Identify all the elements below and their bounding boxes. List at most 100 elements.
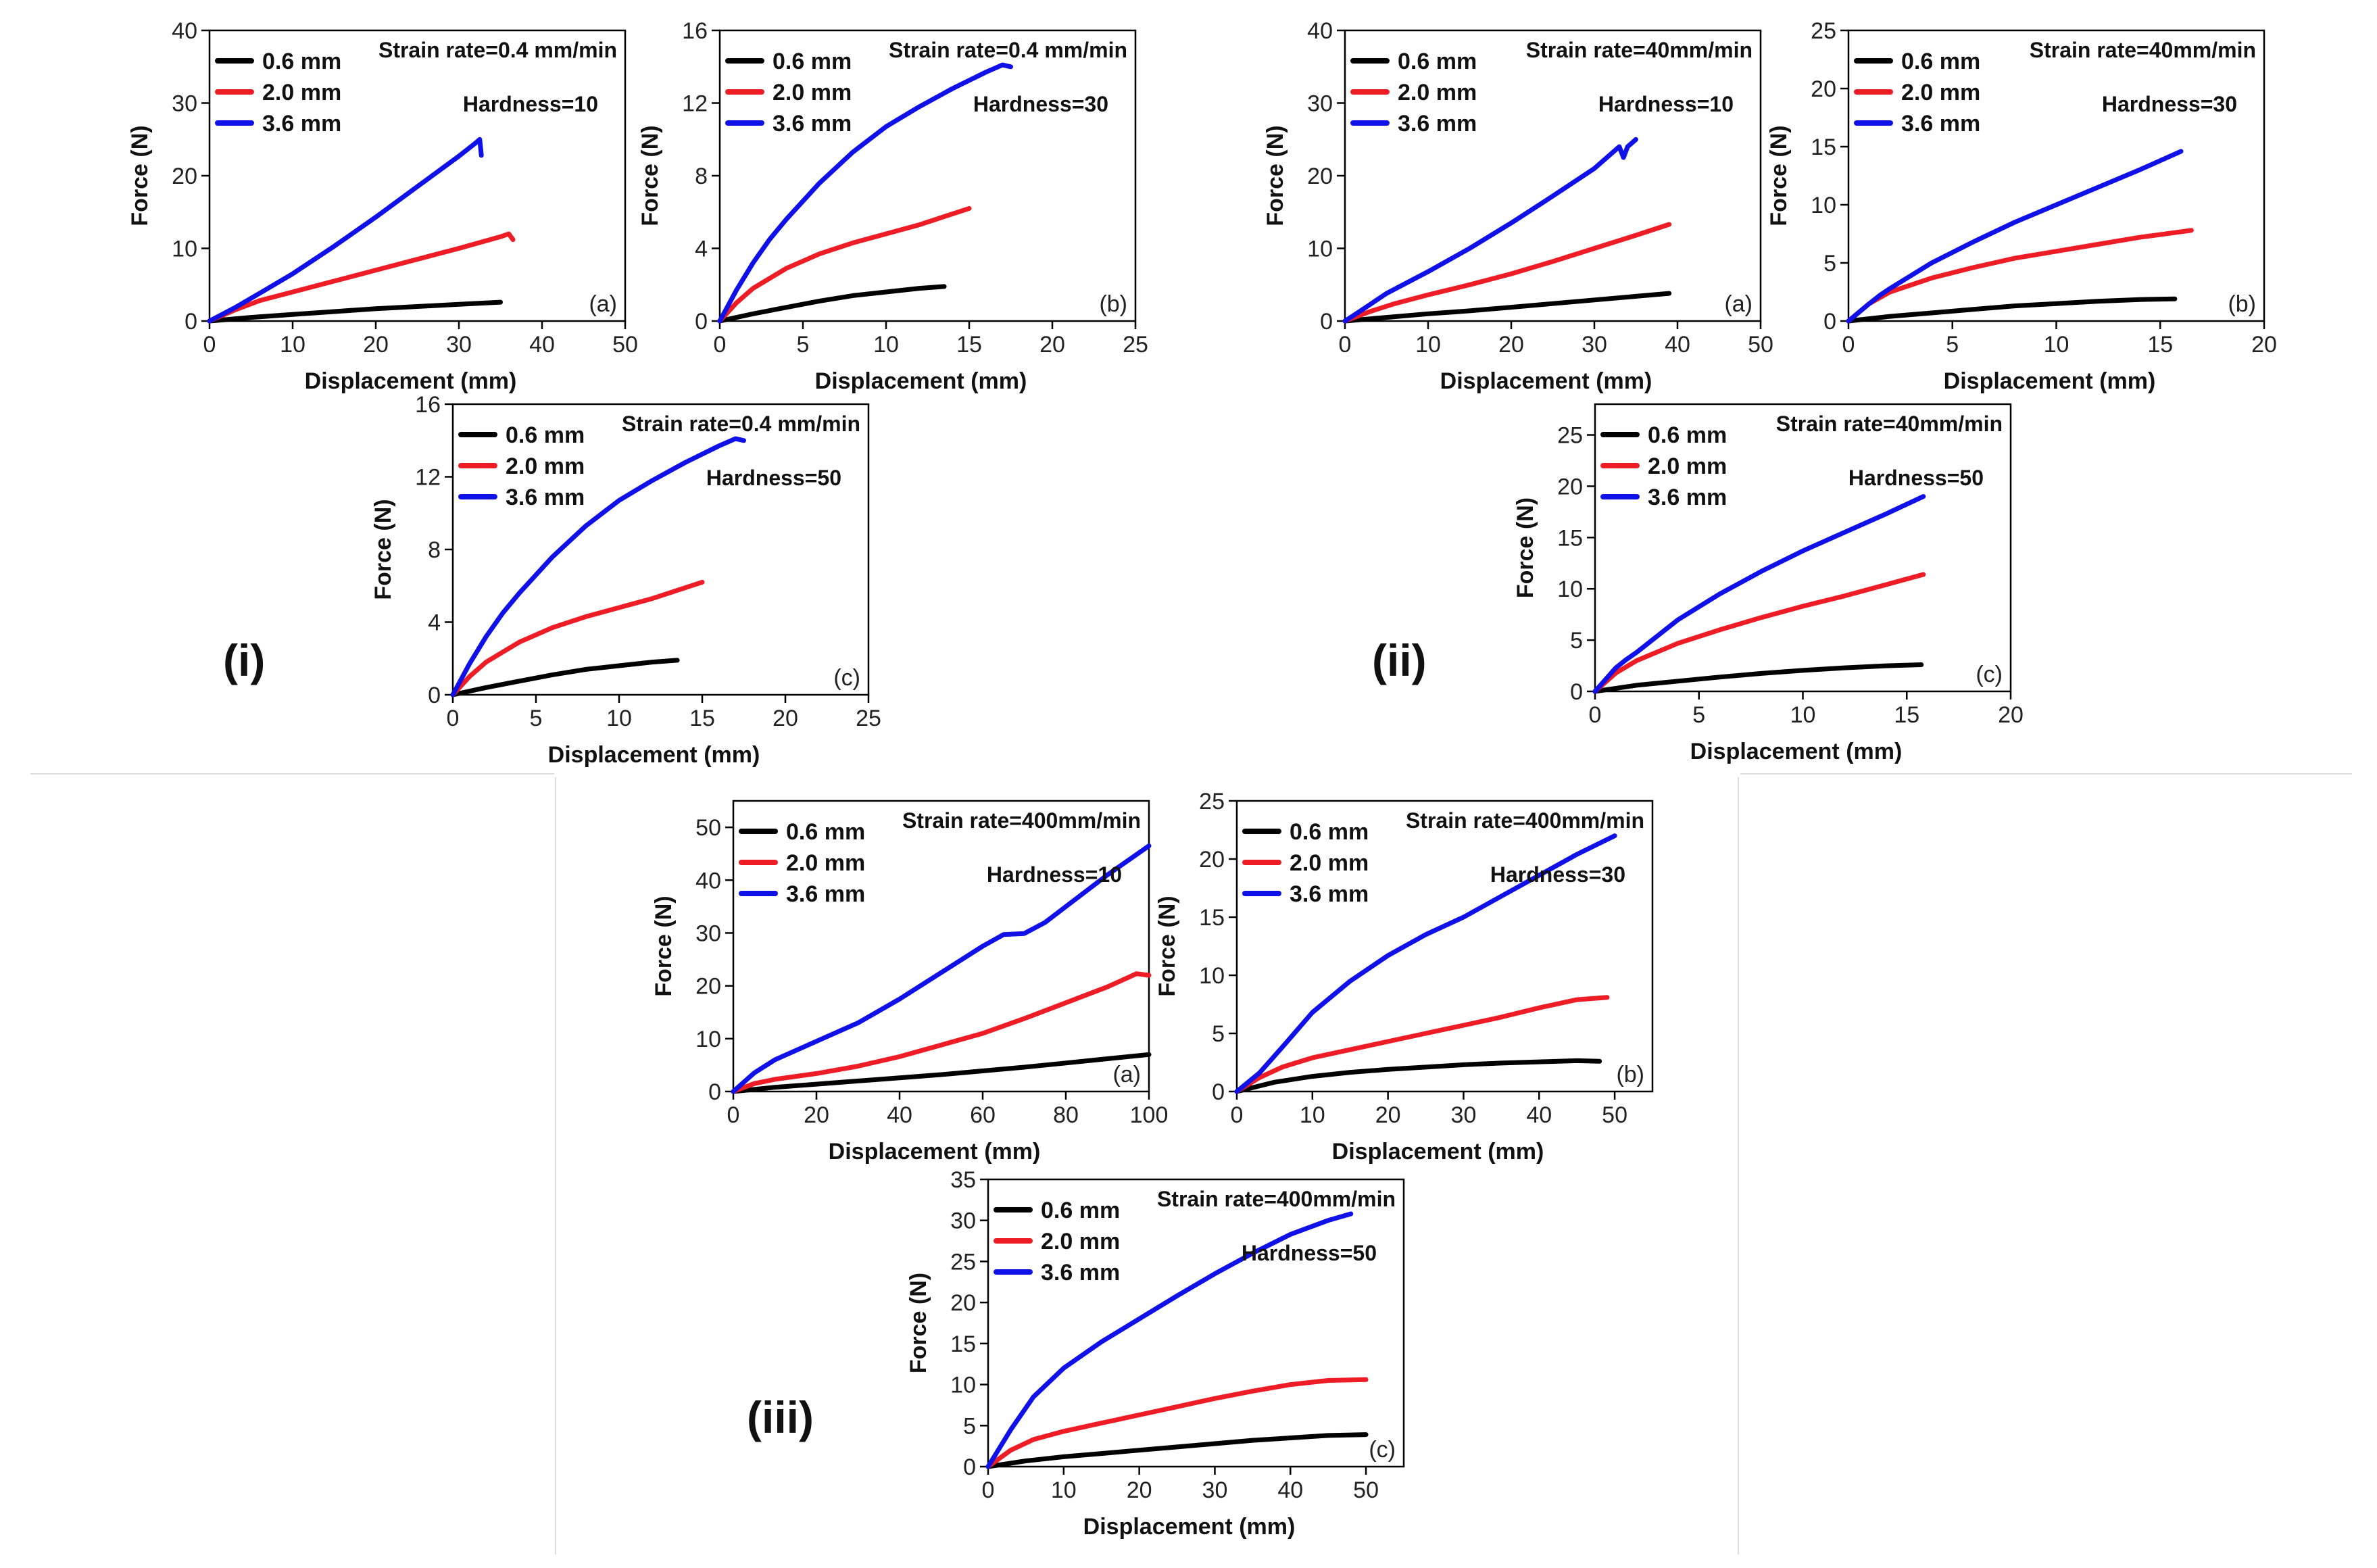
x-tick-label: 40 xyxy=(1277,1477,1303,1503)
hardness-annotation: Hardness=50 xyxy=(1242,1241,1377,1265)
x-tick-label: 0 xyxy=(727,1102,740,1128)
y-axis-title: Force (N) xyxy=(127,125,153,226)
legend-label: 0.6 mm xyxy=(786,819,865,845)
y-tick-label: 15 xyxy=(1557,525,1583,551)
plot-frame xyxy=(1235,800,1654,1093)
hardness-annotation: Hardness=50 xyxy=(706,466,841,490)
x-tick-label: 10 xyxy=(1415,332,1441,358)
x-tick-label: 20 xyxy=(1998,702,2024,728)
x-tick-label: 25 xyxy=(856,706,881,731)
series-line xyxy=(985,1211,1354,1469)
y-tick-label: 25 xyxy=(1199,789,1225,814)
x-axis-title: Displacement (mm) xyxy=(1083,1514,1296,1540)
legend-label: 3.6 mm xyxy=(1901,111,1980,137)
y-tick-label: 5 xyxy=(1823,251,1836,276)
x-tick-label: 20 xyxy=(1375,1102,1401,1128)
y-tick-label: 0 xyxy=(1212,1079,1225,1105)
y-tick-label: 25 xyxy=(1557,423,1583,449)
strain-rate-annotation: Strain rate=40mm/min xyxy=(1776,412,2003,436)
hardness-annotation: Hardness=30 xyxy=(1490,862,1625,887)
legend-label: 0.6 mm xyxy=(1290,819,1369,845)
strain-rate-annotation: Strain rate=0.4 mm/min xyxy=(622,412,860,436)
x-tick-label: 30 xyxy=(446,332,472,358)
series-line xyxy=(717,62,1013,324)
y-axis-title: Force (N) xyxy=(1263,125,1288,226)
legend-label: 0.6 mm xyxy=(506,422,585,448)
y-tick-label: 5 xyxy=(1212,1021,1225,1047)
x-tick-label: 20 xyxy=(1127,1477,1152,1503)
chart-panel: 0 20 40 60 80 100 0 10 20 30 40 50 Displacement (mm)… xyxy=(651,800,1168,1165)
series-line xyxy=(1592,662,1924,694)
y-tick-label: 10 xyxy=(950,1373,976,1398)
chart-panel: 0 10 20 30 40 50 0 10 20 30 40 Displacement (mm) For… xyxy=(127,18,638,394)
y-tick-label: 35 xyxy=(950,1167,976,1193)
legend-label: 3.6 mm xyxy=(773,111,852,137)
strain-rate-annotation: Strain rate=40mm/min xyxy=(2030,38,2256,62)
legend-label: 3.6 mm xyxy=(506,485,585,510)
y-tick-label: 0 xyxy=(428,683,441,708)
hardness-annotation: Hardness=50 xyxy=(1848,466,1984,490)
chart-panel: 0 5 10 15 20 0 5 10 15 20 25 Displacement (mm) Force… xyxy=(1766,18,2277,394)
group-label: (i) xyxy=(223,635,265,685)
series-line xyxy=(1846,296,2178,324)
y-axis-title: Force (N) xyxy=(906,1273,931,1373)
series-line xyxy=(731,971,1152,1094)
y-tick-label: 0 xyxy=(708,1079,721,1105)
legend-label: 2.0 mm xyxy=(1648,454,1727,479)
x-tick-label: 10 xyxy=(280,332,305,358)
x-tick-label: 5 xyxy=(530,706,543,731)
hardness-annotation: Hardness=10 xyxy=(463,92,598,116)
y-tick-label: 8 xyxy=(695,164,708,189)
x-tick-label: 20 xyxy=(1039,332,1065,358)
y-tick-label: 10 xyxy=(172,237,197,262)
strain-rate-annotation: Strain rate=0.4 mm/min xyxy=(378,38,617,62)
strain-rate-annotation: Strain rate=400mm/min xyxy=(1157,1187,1396,1211)
x-tick-label: 10 xyxy=(873,332,899,358)
x-tick-label: 0 xyxy=(1589,702,1602,728)
x-tick-label: 50 xyxy=(1748,332,1773,358)
y-tick-label: 0 xyxy=(1823,309,1836,335)
group-label: (iii) xyxy=(747,1392,814,1442)
x-tick-label: 10 xyxy=(1051,1477,1077,1503)
legend-label: 0.6 mm xyxy=(773,49,852,74)
y-tick-label: 20 xyxy=(1557,474,1583,499)
y-tick-label: 4 xyxy=(695,237,708,262)
y-tick-label: 40 xyxy=(695,868,721,893)
x-tick-label: 20 xyxy=(2251,332,2277,358)
y-tick-label: 0 xyxy=(185,309,197,335)
x-axis-title: Displacement (mm) xyxy=(1440,368,1652,394)
series-line xyxy=(985,1377,1369,1469)
y-tick-label: 40 xyxy=(1307,18,1333,44)
panel-letter: (b) xyxy=(1099,291,1127,317)
series-line xyxy=(717,205,972,324)
series-line xyxy=(450,436,746,697)
y-tick-label: 20 xyxy=(1199,847,1225,873)
legend-label: 2.0 mm xyxy=(1041,1229,1120,1254)
x-axis-title: Displacement (mm) xyxy=(548,742,760,768)
x-tick-label: 30 xyxy=(1202,1477,1228,1503)
y-tick-label: 10 xyxy=(1307,237,1333,262)
x-tick-label: 15 xyxy=(1894,702,1919,728)
x-axis-title: Displacement (mm) xyxy=(305,368,517,394)
x-tick-label: 80 xyxy=(1053,1102,1079,1128)
y-tick-label: 16 xyxy=(415,392,441,418)
legend-label: 0.6 mm xyxy=(1041,1198,1120,1223)
series-line xyxy=(450,658,680,697)
y-tick-label: 15 xyxy=(1199,905,1225,931)
x-tick-label: 60 xyxy=(970,1102,996,1128)
hardness-annotation: Hardness=10 xyxy=(1598,92,1734,116)
y-tick-label: 12 xyxy=(415,465,441,491)
y-tick-label: 0 xyxy=(1320,309,1333,335)
panel-letter: (a) xyxy=(1112,1062,1141,1087)
legend-label: 2.0 mm xyxy=(262,80,341,105)
legend-label: 3.6 mm xyxy=(1648,485,1727,510)
series-line xyxy=(1234,833,1617,1094)
chart-panel: 0 10 20 30 40 50 0 5 10 15 20 25 Displacement (mm) Fo… xyxy=(1154,789,1654,1165)
series-line xyxy=(1592,572,1926,694)
legend-label: 3.6 mm xyxy=(1290,881,1369,907)
x-tick-label: 40 xyxy=(887,1102,912,1128)
x-tick-label: 0 xyxy=(447,706,460,731)
x-tick-label: 10 xyxy=(606,706,632,731)
legend-label: 0.6 mm xyxy=(262,49,341,74)
